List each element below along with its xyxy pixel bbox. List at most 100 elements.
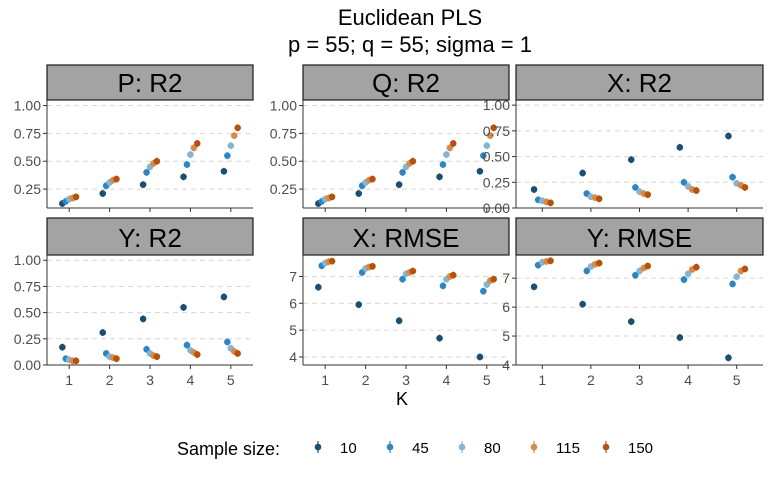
data-point-q-r2-n10	[395, 181, 403, 188]
data-point-x-r2-n150	[547, 199, 554, 207]
data-point-y-rmse-n10	[530, 283, 538, 291]
legend-title: Sample size:	[177, 439, 280, 459]
data-point-x-rmse-n10	[315, 283, 322, 291]
x-tick-label-x-rmse: 2	[362, 372, 370, 388]
panel-title-x-r2: X: R2	[607, 68, 672, 98]
legend-label: 45	[412, 440, 429, 457]
data-point-p-r2-n150	[234, 124, 241, 132]
legend-key-marker	[386, 443, 394, 451]
legend: Sample size: 10 45 80 115 150	[177, 439, 653, 459]
legend-key-marker	[530, 443, 538, 451]
data-point-y-rmse-n10	[725, 354, 732, 362]
x-tick-label-x-rmse: 3	[402, 372, 410, 388]
data-point-y-rmse-n80	[684, 270, 692, 278]
panel-strip-q-r2	[302, 64, 510, 101]
y-tick-label-y-rmse: 6	[502, 299, 510, 315]
data-point-y-r2-n10	[99, 329, 107, 336]
data-point-y-r2-n150	[153, 353, 161, 360]
x-tick-label-x-rmse: 1	[321, 372, 329, 388]
data-point-x-r2-n150	[693, 187, 700, 194]
x-tick-label-y-r2: 1	[65, 372, 73, 388]
y-tick-label-q-r2: 0.25	[270, 181, 297, 197]
data-point-x-rmse-n45	[399, 275, 406, 283]
y-tick-label-y-r2: 0.75	[14, 278, 41, 294]
data-point-x-rmse-n10	[355, 301, 363, 308]
panel-title-y-r2: Y: R2	[118, 223, 182, 253]
y-tick-label-p-r2: 0.25	[14, 181, 41, 197]
data-point-x-rmse-n150	[409, 267, 417, 275]
data-point-x-r2-n45	[729, 173, 736, 181]
y-tick-label-p-r2: 1.00	[14, 98, 41, 114]
chart-subtitle: p = 55; q = 55; sigma = 1	[288, 32, 532, 57]
data-point-y-rmse-n45	[632, 271, 639, 279]
data-point-y-rmse-n150	[595, 259, 603, 267]
y-tick-label-p-r2: 0.50	[14, 153, 41, 169]
data-point-y-rmse-n150	[741, 265, 749, 273]
panel-strip-y-rmse	[515, 217, 764, 256]
data-point-x-rmse-n10	[436, 334, 443, 342]
data-point-q-r2-n45	[480, 152, 487, 159]
y-tick-label-x-r2: 1.00	[483, 97, 510, 113]
panels: P: R2 0.25 0.50 0.75 1.00 Q: R2 0.25 0.50 0.75 1.…	[14, 64, 764, 388]
data-point-p-r2-n10	[99, 190, 107, 197]
data-point-y-rmse-n45	[729, 280, 736, 288]
x-tick-label-y-rmse: 2	[587, 372, 595, 388]
data-point-p-r2-n150	[113, 175, 120, 183]
data-point-x-r2-n150	[741, 184, 749, 191]
panel-title-x-rmse: X: RMSE	[353, 223, 460, 253]
legend-label: 10	[340, 440, 357, 457]
legend-key-marker	[602, 443, 610, 451]
x-tick-label-y-r2: 3	[146, 372, 154, 388]
data-point-x-r2-n10	[579, 169, 586, 177]
y-tick-label-y-r2: 0.50	[14, 305, 41, 321]
data-point-x-r2-n10	[627, 156, 635, 163]
data-point-p-r2-n45	[183, 161, 191, 168]
panel-strip-x-r2	[515, 64, 764, 101]
y-tick-label-x-r2: 0.75	[483, 123, 510, 139]
data-point-p-r2-n150	[153, 157, 161, 165]
data-point-x-rmse-n45	[439, 282, 447, 290]
data-point-x-rmse-n10	[395, 317, 403, 325]
data-point-y-rmse-n10	[627, 318, 635, 325]
x-tick-label-x-rmse: 5	[483, 372, 491, 388]
data-point-q-r2-n10	[476, 167, 484, 175]
panel-title-y-rmse: Y: RMSE	[587, 223, 692, 253]
data-point-y-r2-n10	[139, 315, 147, 323]
y-tick-label-y-r2: 1.00	[14, 252, 41, 268]
data-point-q-r2-n150	[328, 193, 336, 201]
data-point-p-r2-n45	[143, 169, 150, 176]
data-point-y-r2-n10	[220, 293, 228, 301]
data-point-y-r2-n45	[183, 341, 191, 349]
data-point-y-r2-n10	[59, 343, 66, 351]
y-tick-label-y-rmse: 5	[502, 328, 510, 344]
y-tick-label-y-rmse: 4	[502, 357, 510, 373]
data-point-y-rmse-n150	[644, 262, 652, 270]
data-point-p-r2-n150	[72, 193, 80, 201]
legend-key-marker	[314, 443, 322, 451]
data-point-x-r2-n150	[595, 195, 603, 203]
data-point-q-r2-n80	[483, 142, 491, 149]
data-point-p-r2-n45	[224, 152, 231, 159]
data-point-x-r2-n150	[644, 191, 652, 198]
data-point-q-r2-n10	[355, 190, 363, 197]
panel-title-p-r2: P: R2	[117, 68, 182, 98]
data-point-q-r2-n10	[436, 173, 443, 181]
data-point-y-r2-n10	[180, 304, 187, 311]
data-point-q-r2-n150	[490, 124, 497, 132]
data-point-y-r2-n45	[224, 338, 231, 346]
data-point-p-r2-n115	[190, 144, 198, 152]
panel-title-q-r2: Q: R2	[372, 68, 440, 98]
data-point-y-rmse-n45	[583, 267, 591, 275]
data-point-y-r2-n150	[72, 357, 80, 365]
y-tick-label-x-r2: 0.50	[483, 149, 510, 165]
data-point-p-r2-n80	[227, 142, 235, 149]
y-tick-label-p-r2: 0.75	[14, 125, 41, 141]
data-point-p-r2-n80	[187, 151, 194, 158]
data-point-x-rmse-n150	[369, 262, 376, 270]
data-point-y-rmse-n80	[733, 273, 740, 281]
data-point-p-r2-n150	[193, 140, 201, 147]
data-point-y-rmse-n150	[547, 257, 554, 265]
data-point-x-r2-n10	[530, 186, 538, 193]
